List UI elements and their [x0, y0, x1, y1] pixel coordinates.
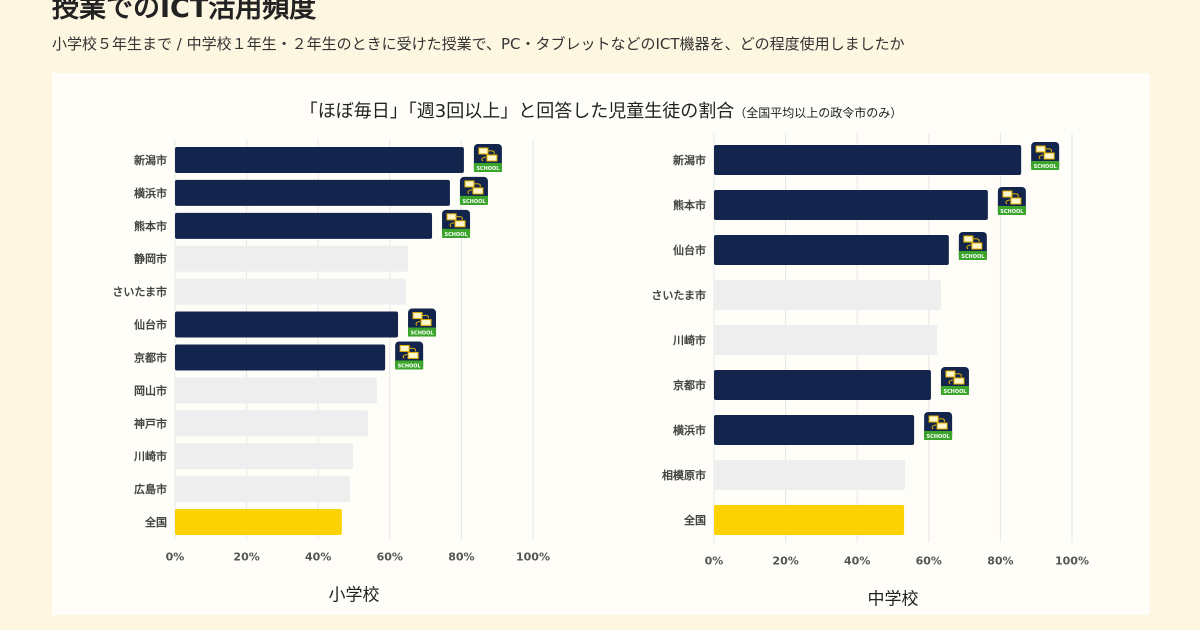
- x-axis-label: 中学校: [868, 590, 919, 610]
- x-tick-label: 80%: [987, 555, 1013, 568]
- x-tick-label: 0%: [705, 555, 724, 568]
- category-label: 全国: [144, 515, 167, 529]
- bar: [714, 190, 988, 220]
- chart-title-note: （全国平均以上の政令市のみ）: [734, 106, 903, 120]
- school-ict-badge-icon: SCHOOL: [940, 367, 969, 395]
- bar: [714, 325, 938, 355]
- chart-panel: 「ほぼ毎日」「週3回以上」と回答した児童生徒の割合（全国平均以上の政令市のみ） …: [52, 73, 1150, 615]
- x-tick-label: 100%: [1055, 555, 1089, 568]
- category-label: 川崎市: [672, 333, 706, 347]
- bar: [175, 278, 406, 305]
- category-label: 川崎市: [133, 449, 167, 463]
- bar: [714, 370, 931, 400]
- x-tick-label: 40%: [305, 550, 331, 563]
- bar: [714, 280, 941, 310]
- bar: [175, 443, 353, 470]
- bar: [175, 410, 368, 437]
- x-tick-label: 80%: [448, 550, 474, 563]
- svg-text:SCHOOL: SCHOOL: [927, 434, 951, 440]
- svg-text:SCHOOL: SCHOOL: [444, 232, 468, 238]
- category-label: 仙台市: [134, 318, 167, 332]
- category-label: 全国: [683, 513, 706, 527]
- bar: [175, 377, 377, 404]
- category-label: 仙台市: [673, 243, 706, 257]
- svg-text:SCHOOL: SCHOOL: [476, 166, 500, 172]
- category-label: 新潟市: [673, 153, 706, 167]
- school-ict-badge-icon: SCHOOL: [997, 187, 1026, 215]
- x-tick-label: 60%: [916, 555, 942, 568]
- category-label: 京都市: [134, 350, 167, 364]
- school-ict-badge-icon: SCHOOL: [1031, 142, 1060, 170]
- x-tick-label: 0%: [166, 550, 185, 563]
- page-subtitle: 小学校５年生まで / 中学校１年生・２年生のときに受けた授業で、PC・タブレット…: [52, 35, 905, 53]
- bar: [714, 505, 905, 535]
- school-ict-badge-icon: SCHOOL: [395, 341, 424, 370]
- x-tick-label: 20%: [772, 555, 798, 568]
- chart-1: 0% 20% 40% 60% 80% 100% 新潟市横浜市熊本市静岡市さいたま市仙台市京都…: [112, 139, 550, 605]
- category-label: 岡山市: [134, 383, 167, 397]
- category-label: 新潟市: [134, 153, 167, 167]
- x-tick-label: 20%: [233, 550, 259, 563]
- school-ict-badge-icon: SCHOOL: [958, 232, 987, 260]
- category-label: 京都市: [673, 378, 706, 392]
- category-label: さいたま市: [651, 288, 706, 302]
- chart-title: 「ほぼ毎日」「週3回以上」と回答した児童生徒の割合（全国平均以上の政令市のみ）: [52, 97, 1150, 123]
- category-label: 静岡市: [134, 252, 167, 266]
- chart-2: 0% 20% 40% 60% 80% 100% 新潟市熊本市仙台市さいたま市川崎市京都市横浜…: [651, 133, 1089, 610]
- x-axis-label: 小学校: [329, 585, 380, 605]
- chart-title-text: 「ほぼ毎日」「週3回以上」と回答した児童生徒の割合: [299, 101, 735, 122]
- school-ict-badge-icon: SCHOOL: [473, 144, 502, 172]
- school-ict-badge-icon: SCHOOL: [442, 209, 471, 238]
- bar: [714, 460, 906, 490]
- svg-text:SCHOOL: SCHOOL: [961, 254, 985, 260]
- bar: [175, 179, 450, 206]
- category-label: さいたま市: [112, 285, 167, 299]
- bar: [175, 245, 409, 272]
- category-label: 横浜市: [134, 186, 167, 200]
- bar: [175, 147, 464, 173]
- svg-text:SCHOOL: SCHOOL: [410, 331, 434, 337]
- svg-text:SCHOOL: SCHOOL: [1034, 164, 1058, 170]
- x-tick-label: 100%: [516, 550, 550, 563]
- svg-text:SCHOOL: SCHOOL: [943, 389, 967, 395]
- school-ict-badge-icon: SCHOOL: [408, 308, 437, 337]
- bar: [714, 235, 949, 265]
- svg-text:SCHOOL: SCHOOL: [398, 363, 422, 369]
- svg-text:SCHOOL: SCHOOL: [462, 199, 486, 205]
- bar: [714, 415, 915, 445]
- category-label: 相模原市: [662, 468, 706, 482]
- category-label: 横浜市: [673, 423, 706, 437]
- bar: [714, 145, 1022, 175]
- page-title: 授業でのICT活用頻度: [52, 0, 317, 24]
- bar: [175, 509, 342, 535]
- category-label: 神戸市: [134, 416, 167, 430]
- bar-charts: 0% 20% 40% 60% 80% 100%新潟市横浜市熊本市静岡市さいたま市仙台市京都…: [112, 133, 1089, 610]
- x-tick-label: 60%: [377, 550, 403, 563]
- bar: [175, 344, 386, 371]
- bar: [175, 311, 399, 338]
- school-ict-badge-icon: SCHOOL: [924, 412, 953, 440]
- school-ict-badge-icon: SCHOOL: [459, 176, 488, 205]
- category-label: 熊本市: [673, 198, 706, 212]
- category-label: 広島市: [134, 482, 167, 496]
- x-tick-label: 40%: [844, 555, 870, 568]
- category-label: 熊本市: [134, 219, 167, 233]
- bar: [175, 476, 351, 503]
- bar: [175, 212, 433, 239]
- svg-text:SCHOOL: SCHOOL: [1000, 209, 1024, 215]
